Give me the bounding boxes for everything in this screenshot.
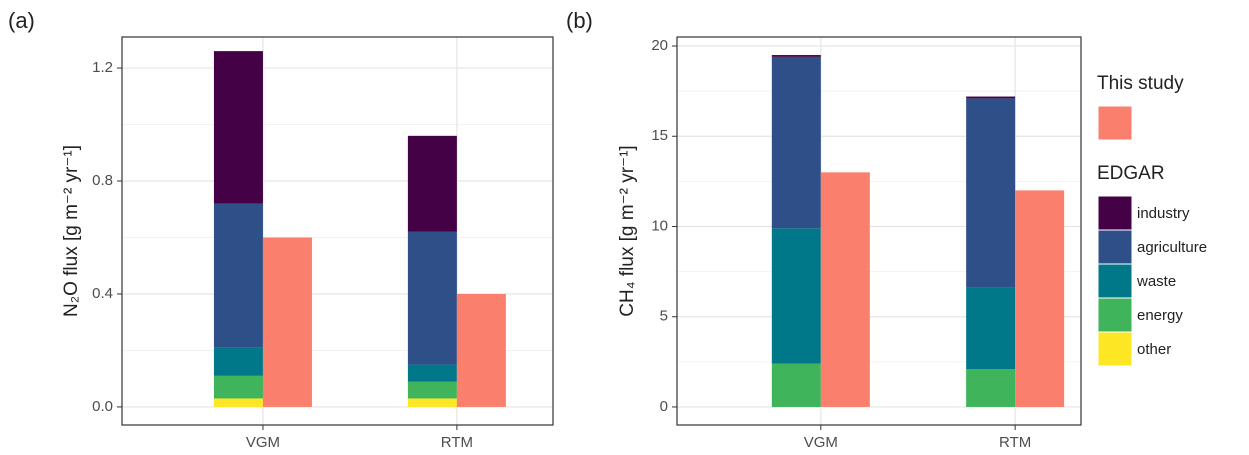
y-axis-label: N₂O flux [g m⁻² yr⁻¹] — [61, 145, 82, 317]
y-tick-label: 0.0 — [92, 398, 113, 415]
legend-label: agriculture — [1137, 239, 1207, 256]
legend-swatch — [1097, 195, 1133, 231]
plot-border — [121, 36, 554, 426]
bar-segment — [213, 51, 263, 204]
bar-segment — [966, 98, 1016, 288]
y-tick-label: 0.8 — [92, 172, 113, 189]
legend-label: waste — [1136, 273, 1176, 290]
bar-segment — [966, 287, 1016, 370]
legend-swatch — [1097, 263, 1133, 299]
bar-segment — [771, 55, 821, 57]
legend-swatch — [1097, 297, 1133, 333]
bar-segment — [407, 398, 457, 407]
legend-title: This study — [1097, 73, 1184, 94]
legend-swatch — [1097, 331, 1133, 367]
legend-swatch — [1097, 229, 1133, 265]
bar-segment — [771, 363, 821, 407]
y-tick-label: 10 — [651, 217, 668, 234]
x-tick-label: VGM — [804, 434, 838, 451]
bar-segment — [966, 96, 1016, 99]
plot-border — [676, 36, 1082, 426]
bar-segment — [213, 375, 263, 399]
y-tick-label: 1.2 — [92, 59, 113, 76]
y-tick-label: 5 — [660, 308, 668, 325]
legend-label: energy — [1137, 307, 1183, 324]
legend-label: other — [1137, 341, 1171, 358]
bar-segment — [1015, 190, 1065, 407]
bar-segment — [820, 172, 870, 407]
panel-label: (a) — [8, 8, 35, 33]
y-tick-label: 15 — [651, 127, 668, 144]
bar-segment — [456, 293, 506, 407]
bar-segment — [213, 347, 263, 376]
bar-segment — [262, 237, 312, 407]
bar-segment — [407, 364, 457, 382]
legend-title: EDGAR — [1097, 163, 1165, 184]
y-tick-label: 20 — [651, 37, 668, 54]
bar-segment — [213, 203, 263, 348]
bar-segment — [407, 381, 457, 399]
bar-segment — [407, 135, 457, 232]
x-tick-label: VGM — [246, 434, 280, 451]
y-axis-label: CH₄ flux [g m⁻² yr⁻¹] — [617, 145, 638, 316]
legend-label: industry — [1137, 205, 1190, 222]
x-tick-label: RTM — [999, 434, 1031, 451]
bar-segment — [771, 228, 821, 364]
bar-segment — [213, 398, 263, 407]
bar-segment — [966, 369, 1016, 407]
bar-segment — [771, 56, 821, 229]
bar-segment — [407, 231, 457, 365]
x-tick-label: RTM — [441, 434, 473, 451]
y-tick-label: 0.4 — [92, 285, 113, 302]
legend-swatch — [1097, 105, 1133, 141]
y-tick-label: 0 — [660, 398, 668, 415]
panel-label: (b) — [566, 8, 593, 33]
